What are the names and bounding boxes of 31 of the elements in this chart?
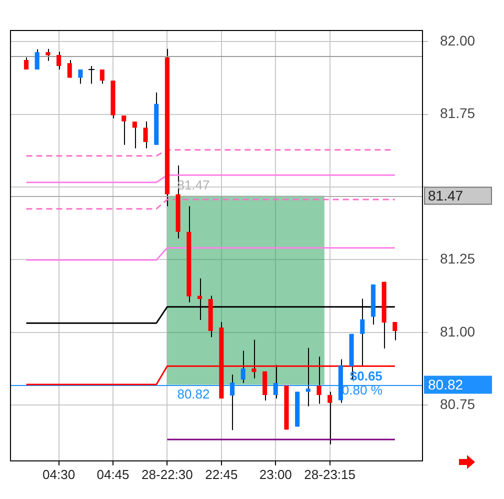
candlestick: [132, 121, 137, 149]
y-tick-label: 81.25: [440, 250, 476, 267]
annotation: 80.82: [177, 386, 210, 402]
candlestick: [56, 51, 62, 70]
candlestick: [122, 115, 126, 146]
y-tick-label: 82.00: [440, 32, 476, 48]
candlestick: [24, 56, 29, 70]
y-tick-label: 80.75: [440, 396, 476, 412]
candlestick: [67, 59, 72, 78]
candlestick: [46, 48, 50, 62]
x-tick-label: 04:30: [42, 466, 76, 482]
candlestick: [262, 370, 268, 401]
candlestick: [34, 48, 40, 70]
x-tick-label: 23:00: [259, 466, 292, 482]
ref-line-label: 80.82: [428, 376, 464, 393]
ref-line-label: 81.47: [428, 188, 464, 204]
x-tick-label: 28-23:15: [304, 466, 356, 482]
y-tick-label: 81.75: [440, 105, 476, 122]
x-tick-label: 04:45: [96, 466, 130, 482]
candlestick: [392, 321, 398, 341]
candlestick: [143, 120, 148, 149]
candlestick: [273, 364, 278, 399]
candlestick: [240, 350, 246, 384]
y-tick-label: 81.00: [440, 323, 476, 340]
candlestick: [306, 347, 310, 407]
candlestick: [230, 374, 235, 431]
x-tick-label: 22:45: [205, 466, 238, 482]
candlestick: [328, 391, 332, 445]
candlestick: [100, 69, 104, 84]
x-tick-label: 28-22:30: [142, 466, 193, 482]
candlestick: [78, 69, 83, 84]
